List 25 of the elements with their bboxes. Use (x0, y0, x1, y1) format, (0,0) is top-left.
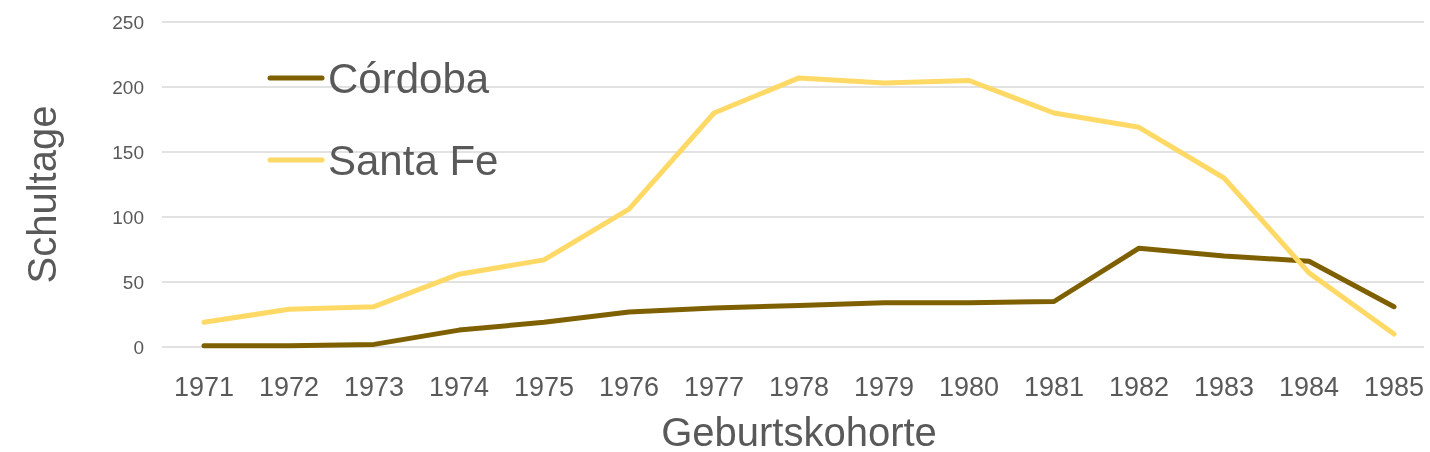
y-tick-label: 250 (112, 11, 144, 33)
x-tick-label: 1971 (173, 372, 235, 402)
y-tick-label: 150 (112, 141, 144, 163)
x-tick-label: 1983 (1193, 372, 1255, 402)
x-tick-label: 1975 (513, 372, 575, 402)
x-tick-label: 1981 (1023, 372, 1085, 402)
x-tick-label: 1984 (1278, 372, 1340, 402)
y-axis-title: Schultage (20, 105, 64, 284)
x-tick-label: 1977 (683, 372, 745, 402)
x-tick-label: 1974 (428, 372, 490, 402)
x-tick-label: 1979 (853, 372, 915, 402)
x-tick-label: 1982 (1108, 372, 1170, 402)
y-tick-label: 200 (112, 76, 144, 98)
x-axis-title: Geburtskohorte (661, 410, 937, 452)
x-tick-label: 1985 (1363, 372, 1425, 402)
y-tick-label: 0 (133, 336, 144, 358)
x-tick-label: 1976 (598, 372, 660, 402)
legend-label: Córdoba (328, 54, 490, 102)
x-tick-label: 1980 (938, 372, 1000, 402)
y-tick-label: 100 (112, 206, 144, 228)
legend-label: Santa Fe (328, 136, 499, 184)
x-tick-label: 1973 (343, 372, 405, 402)
x-tick-label: 1978 (768, 372, 830, 402)
x-tick-label: 1972 (258, 372, 320, 402)
y-tick-label: 50 (122, 271, 144, 293)
